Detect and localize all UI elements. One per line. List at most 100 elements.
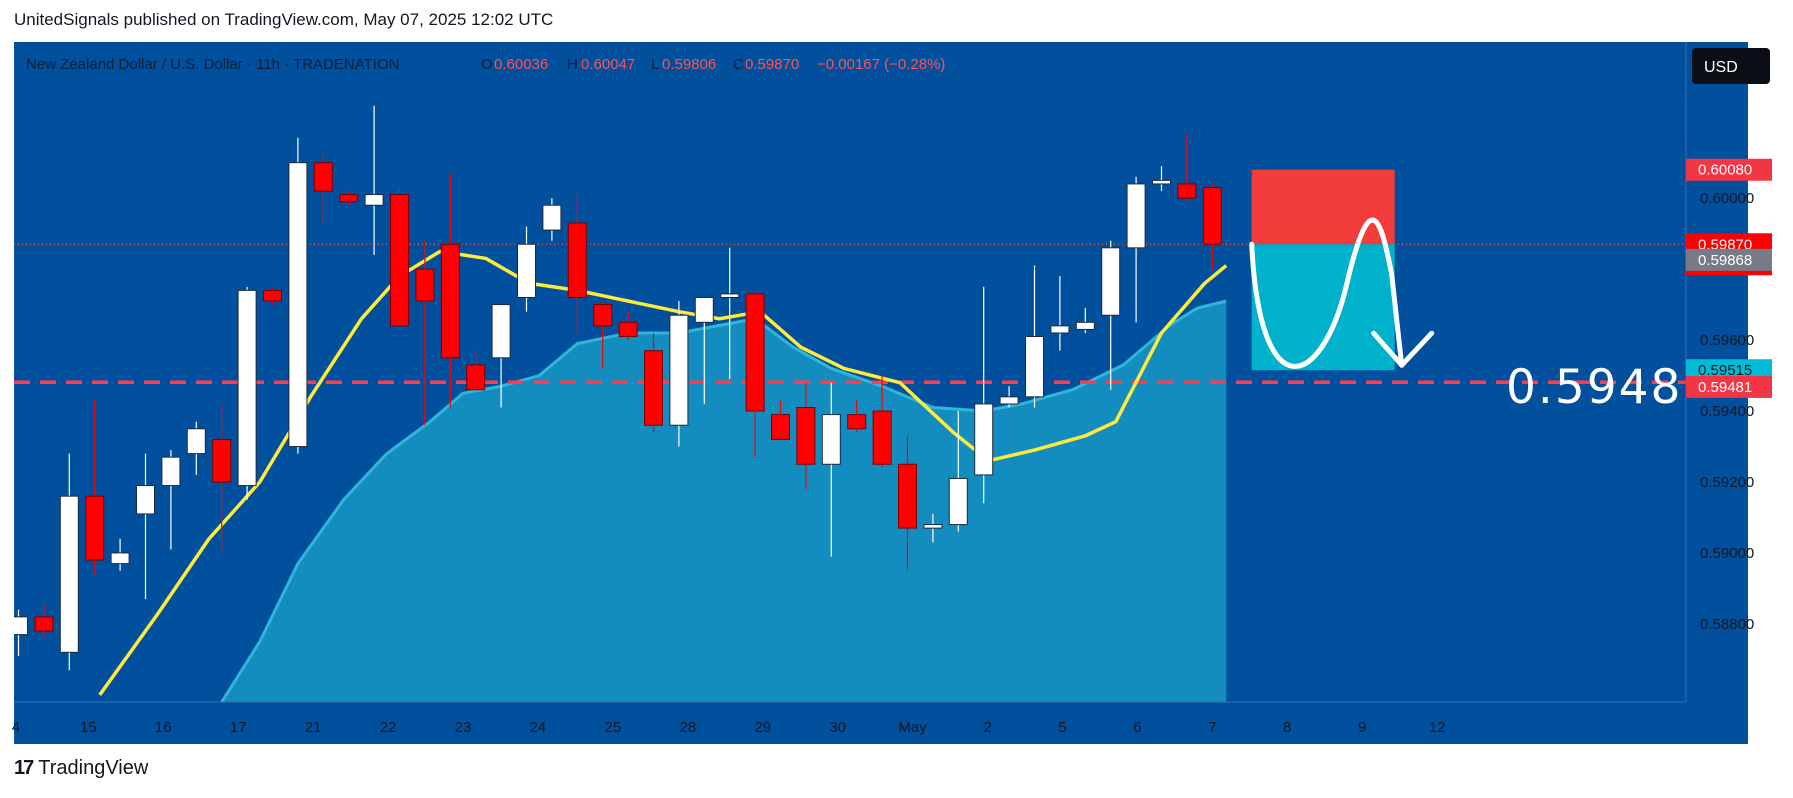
candle-body [1101,247,1121,316]
slow-ma-line [220,299,1227,702]
candle-body [466,364,486,391]
legend-l-value: 0.59806 [662,56,716,73]
candle-body [415,268,435,302]
candle [59,453,79,671]
price-tag-text: 0.59868 [1698,252,1752,269]
candle-body [14,616,28,636]
x-tick-label: 21 [305,719,322,736]
candle-body [923,524,943,529]
y-tick-label: 0.59000 [1700,545,1754,562]
candle-body [186,428,206,455]
candle [517,226,536,312]
candle [466,350,486,391]
x-tick-label: 7 [1208,719,1216,736]
candle-body [669,314,689,426]
x-tick-label: 8 [1283,719,1291,736]
candle-body [720,293,740,298]
candle [491,304,511,408]
time-axis [14,702,1746,744]
candle-body [618,321,638,338]
candle [136,453,155,600]
candle [669,301,689,447]
candle-body [1152,179,1171,185]
candle-body [212,438,232,483]
candle-body [339,194,359,203]
candle-body [1202,186,1222,245]
x-tick-label: 30 [829,719,846,736]
footer-brand[interactable]: 17 TradingView [14,757,148,780]
candle-body [1050,325,1070,334]
x-tick-label: 24 [530,719,547,736]
candle [313,152,333,223]
candle [212,403,232,553]
price-tag-stop: 0.60080 [1686,158,1772,181]
legend-c-label: C [733,56,744,73]
currency-button-bg[interactable] [1692,48,1770,84]
publish-line: UnitedSignals published on TradingView.c… [14,10,554,29]
candle [821,382,841,557]
candle-body [1177,183,1197,199]
candle-body [34,616,54,632]
candle-body [390,194,409,327]
candle [974,286,994,504]
y-tick-label: 0.59200 [1700,474,1754,491]
candle-body [288,162,308,448]
candle-body [110,552,130,565]
candle-body [59,495,79,653]
x-tick-label: 29 [754,719,771,736]
candle-body [440,243,460,359]
ohlc-legend: O 0.60036 H 0.60047 L 0.59806 C 0.59870 … [481,56,945,73]
price-tag-text: 0.59515 [1698,362,1752,379]
currency-button[interactable]: USD [1704,59,1738,76]
x-tick-label: 9 [1358,719,1366,736]
candle-body [491,304,511,359]
slow-ma-area [221,301,1227,702]
candle [1050,276,1070,351]
candle [1075,308,1095,333]
x-tick-label: May [898,719,927,736]
y-tick-label: 0.58800 [1700,616,1754,633]
candle [999,386,1019,408]
target-annotation: 0.5948 [1506,360,1682,415]
candle [593,301,613,369]
candle [1202,183,1222,270]
candle-body [567,222,587,298]
candle-body [1126,183,1146,249]
candle-body [821,414,841,465]
candle [1152,166,1171,192]
candle [364,105,384,255]
candle [85,400,105,575]
candle-body [542,204,562,231]
candle-body [517,243,536,298]
x-tick-label: 17 [230,719,247,736]
candle-body [898,463,917,529]
candle [694,296,714,404]
candle-body [694,296,714,323]
candle [1101,240,1121,390]
candle [796,382,816,490]
candle [34,602,54,639]
legend-c-value: 0.59870 [745,56,799,73]
candle-body [161,456,181,487]
x-tick-label: 12 [1429,719,1446,736]
candle [898,435,917,571]
price-tag-ma: 0.59868 [1686,248,1772,271]
candle-body [593,304,613,327]
candle [567,194,587,333]
candle [644,332,663,433]
candle-body [999,396,1019,405]
legend-h-label: H [567,56,578,73]
x-tick-label: 25 [605,719,622,736]
price-tag-take: 0.59515 [1686,359,1772,382]
price-tag-text: 0.60080 [1698,162,1752,179]
candle [847,400,867,433]
legend-h-value: 0.60047 [581,56,635,73]
candle-body [644,350,663,426]
price-tag-bg [1686,375,1772,398]
candle [948,411,968,532]
candle [542,198,562,241]
candle [288,137,308,454]
x-tick-label: 16 [155,719,172,736]
price-tag-text: 0.59481 [1698,379,1752,396]
